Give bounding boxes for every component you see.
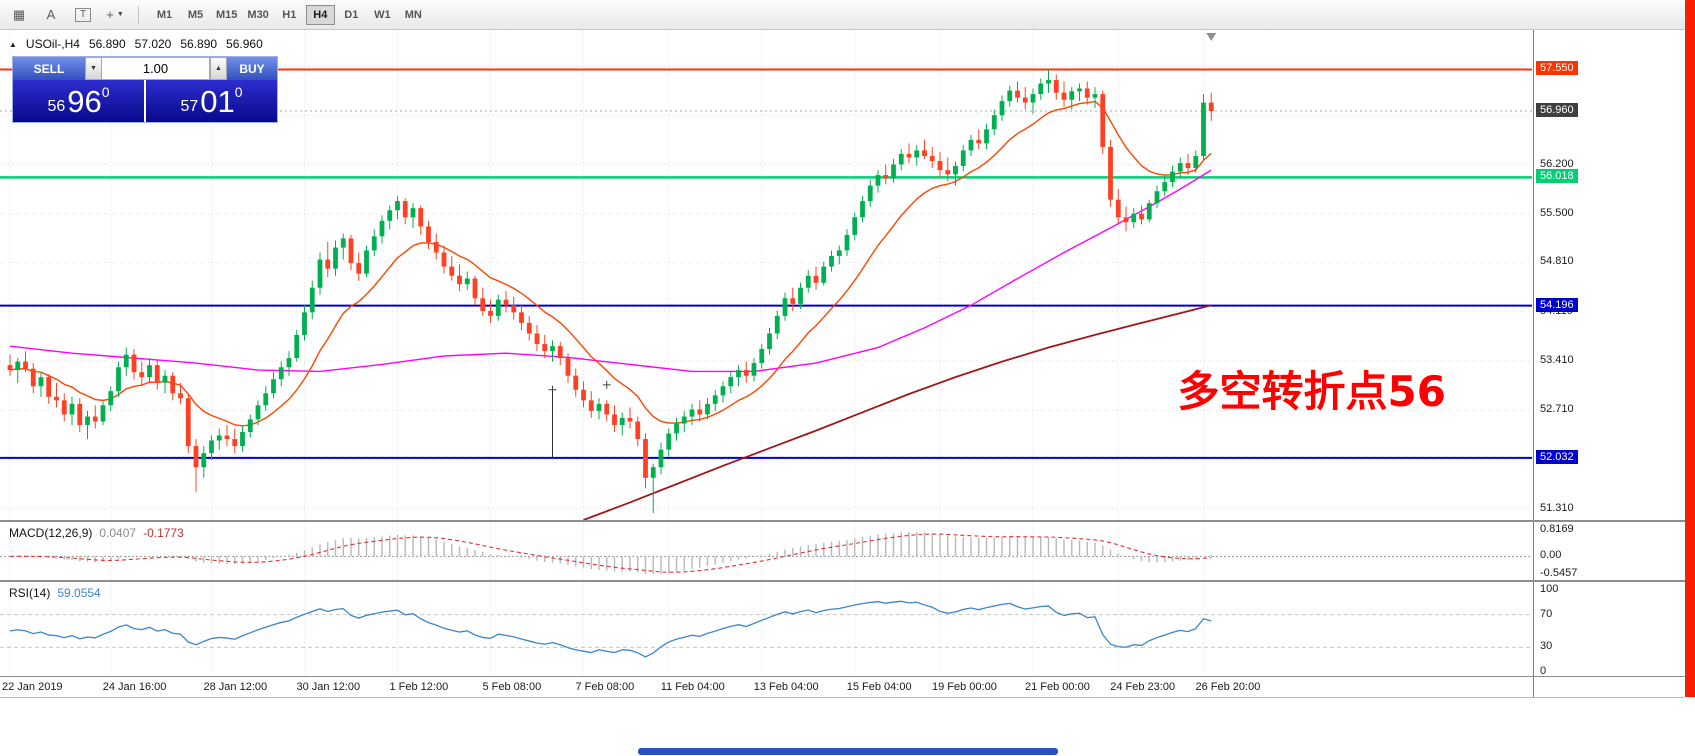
macd-axis-label: 0.8169 [1540, 523, 1574, 535]
rsi-axis-label: 100 [1540, 583, 1559, 595]
price-axis-label: 55.500 [1540, 206, 1574, 219]
time-axis-label: 24 Feb 23:00 [1110, 681, 1176, 693]
macd-label-line: MACD(12,26,9) 0.0407 -0.1773 [9, 526, 191, 540]
price-axis-label: 51.310 [1540, 501, 1574, 514]
rsi-label: RSI(14) [9, 586, 51, 600]
symbol-marker-icon: ▲ [9, 39, 17, 49]
right-edge-strip [1685, 0, 1695, 697]
toolbar: ▦ A T + ▼ M1 M5 M15 M30 H1 H4 D1 W1 MN [0, 0, 1695, 30]
macd-svg[interactable] [0, 522, 1532, 580]
time-axis-label: 5 Feb 08:00 [482, 681, 542, 693]
timeframe-mn-button[interactable]: MN [399, 5, 428, 25]
price-tag: 56.960 [1536, 103, 1578, 117]
timeframe-m15-button[interactable]: M15 [212, 5, 241, 25]
macd-main-value: 0.0407 [99, 526, 137, 540]
trade-panel-controls: SELL ▼ ▲ BUY [13, 57, 277, 80]
rsi-value: 59.0554 [57, 586, 101, 600]
price-tag: 54.196 [1536, 297, 1578, 312]
timeframe-m30-button[interactable]: M30 [243, 5, 272, 25]
symbol-name: USOil-,H4 [25, 37, 80, 51]
timeframe-m1-button[interactable]: M1 [150, 5, 179, 25]
sell-price-whole: 56 [47, 98, 66, 115]
price-axis-label: 54.810 [1540, 255, 1574, 268]
price-axis[interactable]: 56.20055.50054.81054.11053.41052.71051.3… [1533, 30, 1685, 697]
timeframe-d1-button[interactable]: D1 [337, 5, 366, 25]
sell-button[interactable]: SELL [13, 57, 85, 80]
buy-price-sup: 0 [234, 84, 243, 100]
time-axis-label: 26 Feb 20:00 [1195, 681, 1261, 693]
sell-price-big: 96 [67, 83, 102, 119]
price-axis-label: 53.410 [1540, 353, 1574, 366]
time-axis-divider [0, 676, 1685, 677]
time-axis-label: 22 Jan 2019 [2, 681, 63, 693]
macd-signal-value: -0.1773 [143, 526, 184, 540]
ohlc-close: 56.960 [226, 37, 263, 51]
crosshair-tool-icon[interactable]: + ▼ [102, 4, 128, 26]
macd-panel[interactable]: MACD(12,26,9) 0.0407 -0.1773 [0, 522, 1532, 580]
dots-grid-icon[interactable]: ▦ [6, 4, 32, 26]
time-axis-label: 11 Feb 04:00 [660, 681, 725, 693]
rsi-axis-label: 0 [1540, 665, 1547, 677]
panel-splitter-rsi[interactable] [0, 580, 1685, 582]
sell-price[interactable]: 56 96 0 [13, 80, 144, 122]
time-axis-label: 24 Jan 16:00 [102, 681, 167, 693]
volume-spinner-up[interactable]: ▲ [210, 57, 227, 80]
buy-button[interactable]: BUY [227, 57, 277, 80]
time-axis-label: 19 Feb 00:00 [932, 681, 997, 693]
time-axis[interactable]: 22 Jan 2019 24 Jan 16:00 28 Jan 12:00 30 Ja… [0, 677, 1532, 697]
sell-price-sup: 0 [101, 84, 110, 100]
timeframe-h4-button[interactable]: H4 [305, 4, 335, 25]
volume-dropdown-button[interactable]: ▼ [85, 57, 102, 80]
time-axis-label: 21 Feb 00:00 [1025, 681, 1090, 693]
window-bottom-divider [0, 697, 1685, 698]
time-axis-label: 30 Jan 12:00 [296, 681, 361, 693]
macd-axis-label: -0.5457 [1540, 567, 1578, 579]
time-axis-label: 13 Feb 04:00 [753, 681, 819, 693]
trade-panel-prices: 56 96 0 57 01 0 [13, 80, 277, 122]
chart-annotation: 多空转折点56 [1177, 367, 1446, 416]
rsi-axis-label: 30 [1540, 640, 1553, 653]
timeframe-h1-button[interactable]: H1 [275, 5, 304, 25]
insert-text-icon[interactable]: A [38, 4, 64, 26]
buy-price-big: 01 [200, 83, 235, 119]
timeframe-button-group: M1 M5 M15 M30 H1 H4 D1 W1 MN [149, 4, 429, 25]
rsi-panel[interactable]: RSI(14) 59.0554 [0, 582, 1532, 676]
symbol-ohlc-line: ▲ USOil-,H4 56.890 57.020 56.890 56.960 [9, 37, 263, 51]
time-axis-label: 15 Feb 04:00 [846, 681, 912, 693]
rsi-label-line: RSI(14) 59.0554 [9, 586, 108, 600]
ohlc-low: 56.890 [180, 37, 218, 51]
rsi-svg[interactable] [0, 582, 1532, 676]
time-axis-label: 1 Feb 12:00 [389, 681, 449, 693]
price-tag: 57.550 [1536, 61, 1578, 76]
timeframe-m5-button[interactable]: M5 [181, 5, 210, 25]
price-tag: 56.018 [1536, 169, 1578, 184]
main-chart-svg[interactable] [0, 30, 1532, 520]
ohlc-open: 56.890 [88, 37, 126, 51]
volume-input[interactable] [102, 57, 210, 80]
macd-label: MACD(12,26,9) [9, 526, 93, 540]
toolbar-divider [138, 5, 139, 24]
text-label-icon[interactable]: T [70, 4, 96, 26]
price-axis-label: 56.200 [1540, 157, 1574, 170]
main-chart-panel[interactable]: ▲ USOil-,H4 56.890 57.020 56.890 56.960 … [0, 30, 1532, 520]
rsi-axis-label: 70 [1540, 607, 1553, 620]
price-tag: 52.032 [1536, 449, 1578, 464]
time-axis-label: 7 Feb 08:00 [575, 681, 635, 693]
time-axis-label: 28 Jan 12:00 [203, 681, 268, 693]
tool-icons-group: ▦ A T + ▼ [6, 4, 128, 26]
buy-price-whole: 57 [180, 98, 199, 115]
timeframe-w1-button[interactable]: W1 [368, 5, 397, 25]
panel-splitter-macd[interactable] [0, 520, 1685, 522]
ohlc-high: 57.020 [134, 37, 172, 51]
buy-price[interactable]: 57 01 0 [146, 80, 277, 122]
footer-area [0, 698, 1695, 756]
price-axis-label: 52.710 [1540, 403, 1574, 416]
taskbar-strip[interactable] [637, 748, 1058, 755]
macd-axis-label: 0.00 [1540, 549, 1562, 562]
